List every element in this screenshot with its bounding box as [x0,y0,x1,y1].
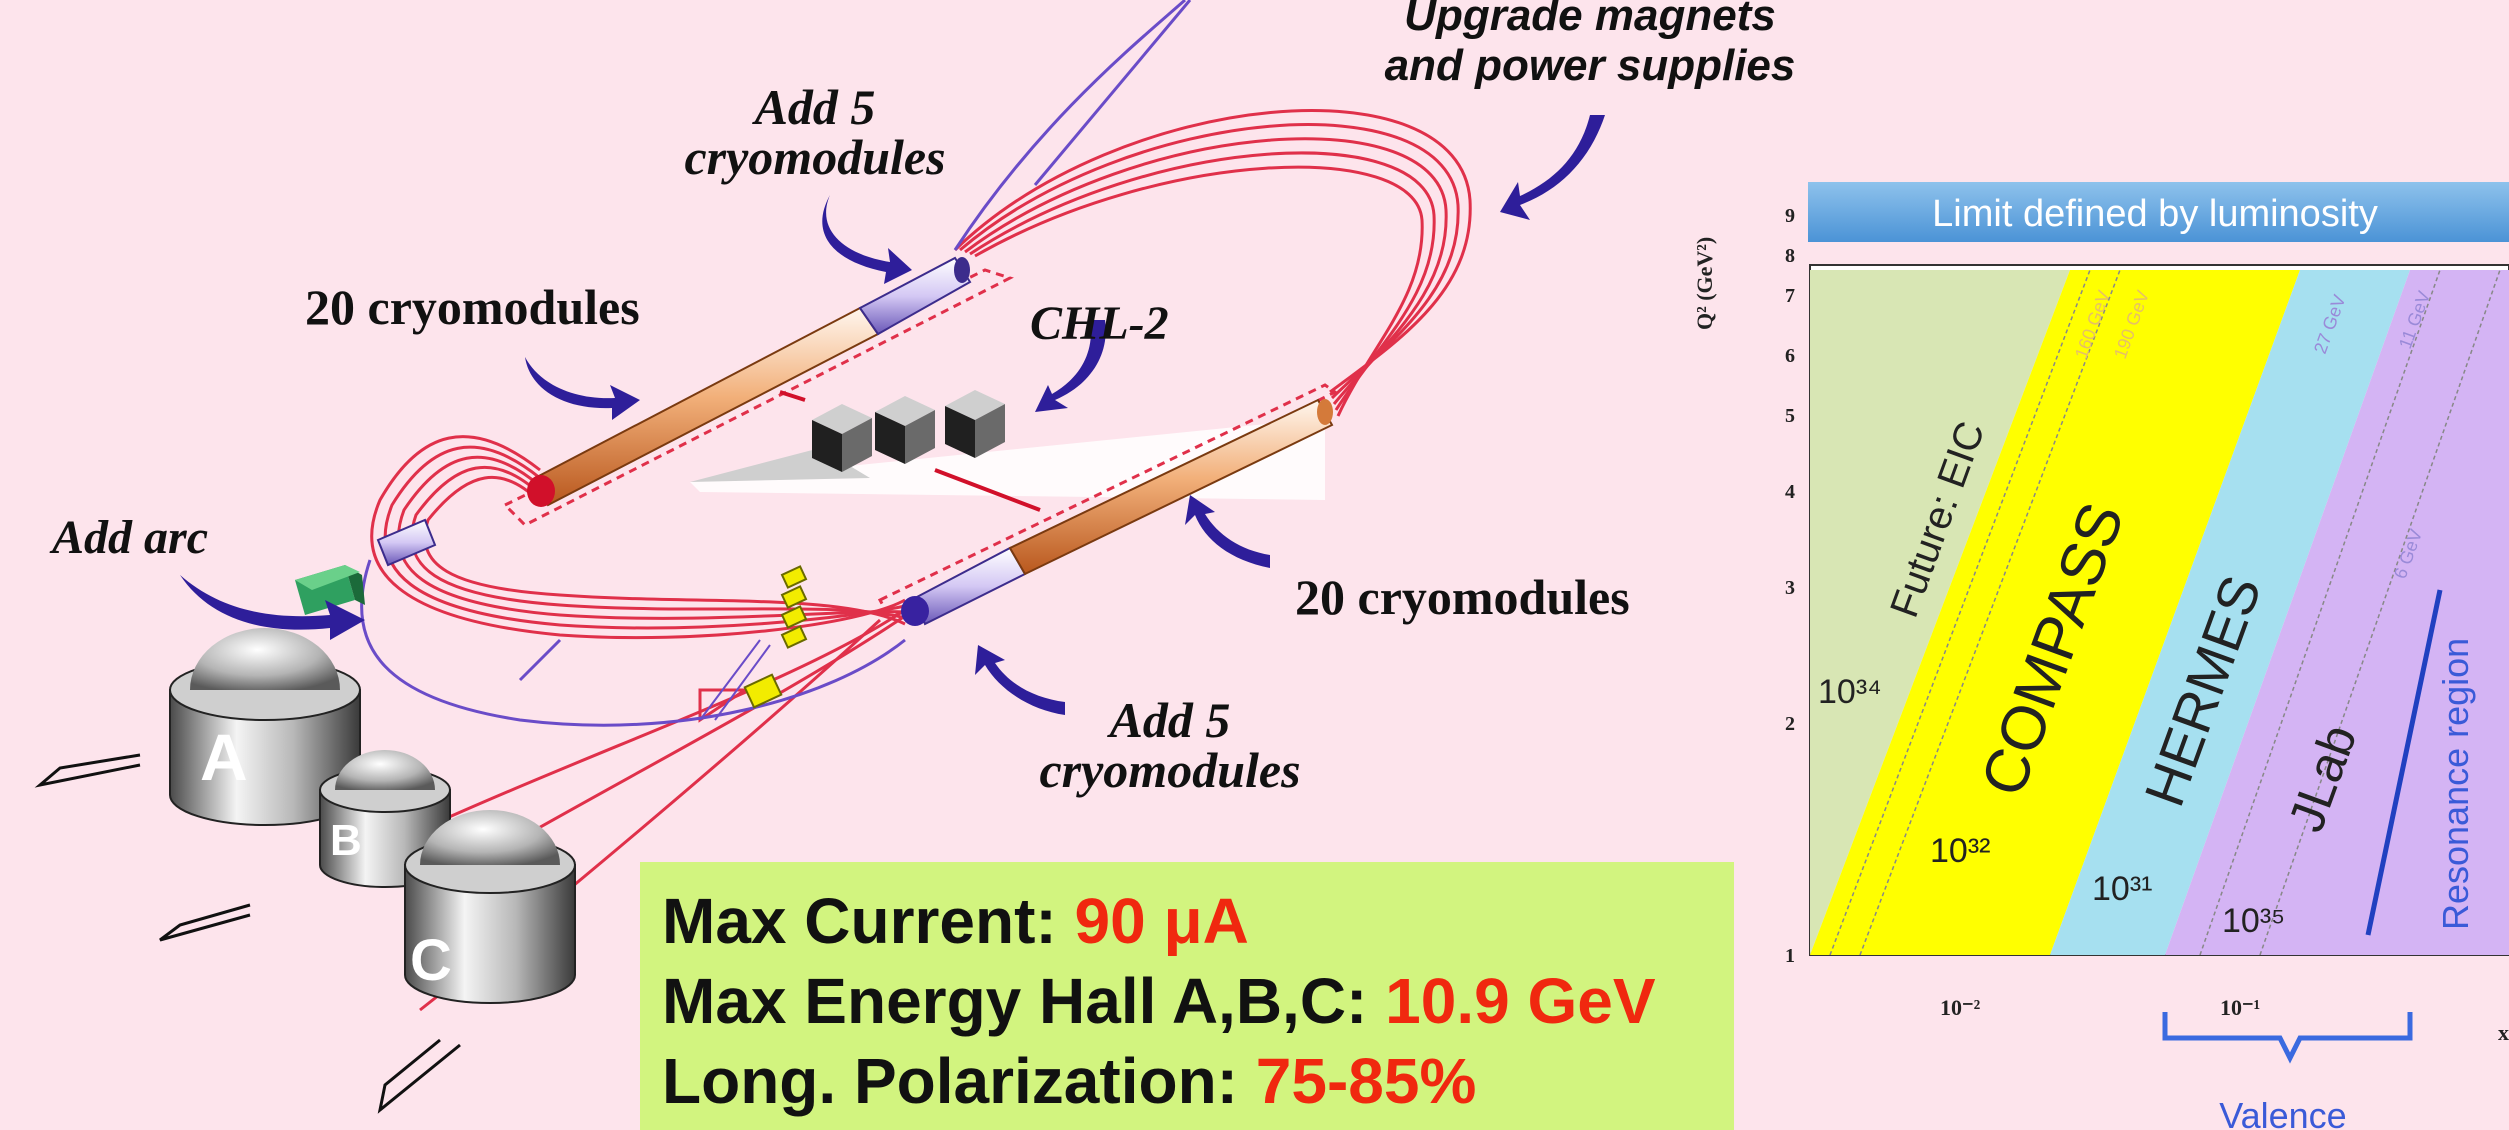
luminosity-banner [1808,182,2509,242]
hermes-luminosity: 10³¹ [2092,870,2152,908]
svg-text:5: 5 [1785,405,1795,427]
upgrade-magnets-label: Upgrade magnets and power supplies [1385,0,1796,88]
chl2-label: CHL-2 [1030,297,1169,350]
svg-text:3: 3 [1785,577,1795,599]
polarization-value: 75-85% [1255,1045,1477,1117]
add5-top-line-2: cryomodules [684,129,946,185]
x-axis-label: x [2498,1020,2509,1045]
cryo20-right-label: 20 cryomodules [1295,569,1630,625]
svg-text:9: 9 [1785,205,1795,227]
annotation-arrows [180,115,1605,715]
x-tick-2: 10⁻¹ [2220,995,2260,1020]
yellow-components [699,565,808,721]
y-ticks: 9 8 7 6 5 4 3 2 1 [1785,205,1795,967]
polarization-label: Long. Polarization: [662,1045,1256,1117]
upgrade-line-1: Upgrade magnets [1404,0,1776,40]
svg-text:2: 2 [1785,713,1795,735]
north-linac [527,256,972,507]
svg-text:8: 8 [1785,245,1795,267]
add5-top-label: Add 5 cryomodules [684,82,945,182]
max-energy-row: Max Energy Hall A,B,C: 10.9 GeV [662,964,1656,1038]
region-jlab [2165,270,2509,955]
x-tick-1: 10⁻² [1940,995,1981,1020]
add-arc-label: Add arc [52,511,208,564]
hall-a: A [169,628,361,826]
resonance-line [2365,589,2443,936]
south-linac [901,398,1334,626]
polarization-row: Long. Polarization: 75-85% [662,1044,1476,1118]
chl2-cubes [779,390,1041,512]
compass-luminosity: 10³² [1930,832,1990,870]
upgrade-line-2: and power supplies [1384,41,1796,90]
svg-text:7: 7 [1785,285,1795,307]
y-axis-label: Q² (GeV²) [1692,237,1717,330]
accelerator-diagram: A B C [34,0,1605,1114]
region-compass [1810,270,2300,955]
hall-b-label: B [330,816,362,865]
valence-brace [2162,1012,2413,1064]
max-current-row: Max Current: 90 μA [662,884,1249,958]
svg-text:1: 1 [1785,945,1795,967]
beam-lines [360,0,1192,727]
eic-luminosity: 10³⁴ [1818,673,1882,711]
add5-top-line-1: Add 5 [754,79,876,135]
specs-box: Max Current: 90 μA Max Energy Hall A,B,C… [640,862,1734,1130]
banner-text: Limit defined by luminosity [1932,193,2378,235]
valence-label: Valence [2219,1095,2346,1130]
beam-dumps [34,753,461,1114]
svg-text:6: 6 [1785,345,1795,367]
svg-text:4: 4 [1785,481,1795,503]
region-hermes [2050,270,2410,955]
hall-a-label: A [200,720,248,794]
resonance-label: Resonance region [2435,638,2476,930]
hall-c: C [404,810,576,1004]
injector [295,518,437,615]
kinematics-plot: Limit defined by luminosity 9 8 7 6 5 4 … [1692,182,2509,1130]
max-current-label: Max Current: [662,885,1075,957]
hall-c-label: C [410,928,452,993]
max-current-value: 90 μA [1074,885,1249,957]
add5-bottom-line-1: Add 5 [1109,692,1231,748]
max-energy-value: 10.9 GeV [1385,965,1656,1037]
jlab-luminosity: 10³⁵ [2222,902,2285,940]
max-energy-label: Max Energy Hall A,B,C: [662,965,1386,1037]
cryo20-left-label: 20 cryomodules [305,279,640,335]
add5-bottom-label: Add 5 cryomodules [1039,695,1300,795]
add5-bottom-line-2: cryomodules [1039,742,1301,798]
